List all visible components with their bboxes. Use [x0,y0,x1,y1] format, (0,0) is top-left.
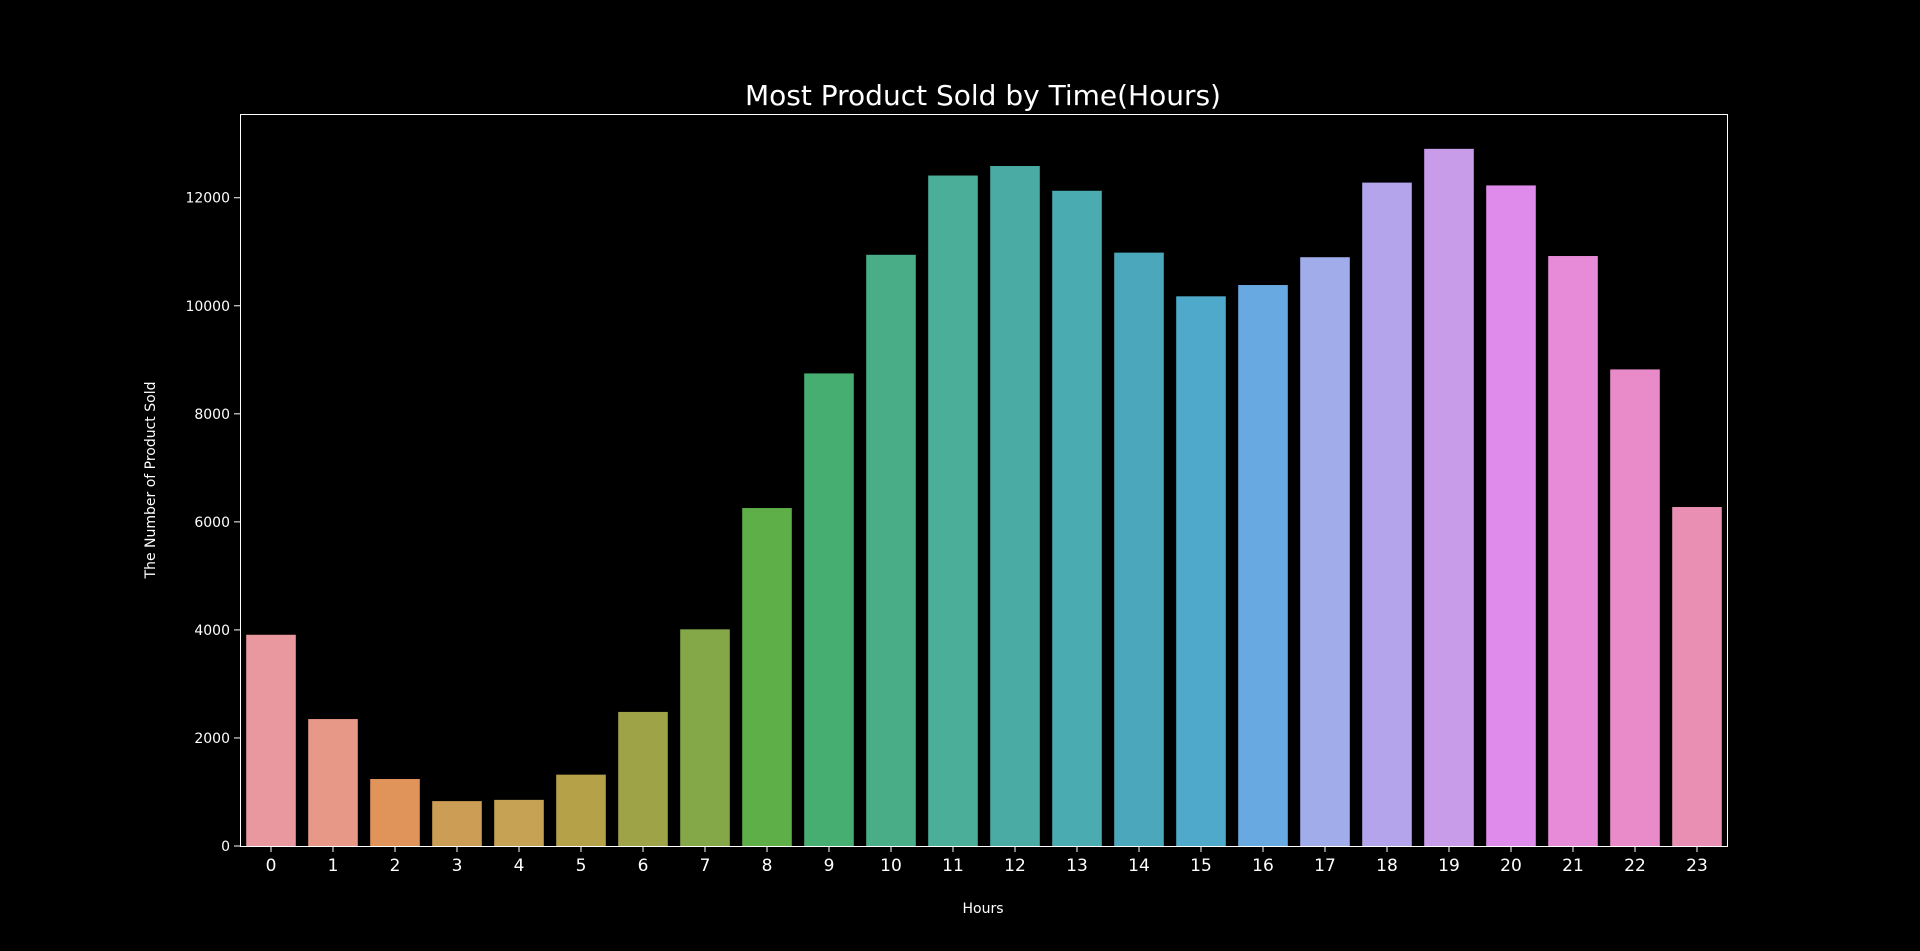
bar-hour-9 [804,373,854,846]
x-tick-label-7: 7 [700,856,711,876]
y-tick-label-2000: 2000 [194,731,230,747]
bar-hour-18 [1362,182,1412,847]
x-tick-label-17: 17 [1314,856,1336,876]
x-tick-label-4: 4 [514,856,525,876]
x-tick-label-13: 13 [1066,856,1088,876]
x-tick-label-23: 23 [1686,856,1708,876]
x-tick-label-10: 10 [880,856,902,876]
bar-hour-17 [1300,257,1350,847]
bar-hour-19 [1424,148,1474,847]
bar-hour-8 [742,508,792,846]
bar-hour-5 [556,774,606,846]
bar-hour-12 [990,166,1040,846]
x-tick-label-15: 15 [1190,856,1212,876]
x-tick-label-12: 12 [1004,856,1026,876]
bar-hour-14 [1114,252,1164,846]
x-tick-label-18: 18 [1376,856,1398,876]
bar-hour-6 [618,711,668,846]
y-tick-label-8000: 8000 [194,407,230,423]
x-tick-label-14: 14 [1128,856,1150,876]
bar-hour-3 [432,801,482,846]
plot-frame [240,114,1728,847]
chart-title: Most Product Sold by Time(Hours) [745,79,1221,112]
bar-hour-13 [1052,190,1102,846]
y-tick-label-10000: 10000 [185,299,230,315]
bar-hour-11 [928,175,978,846]
x-tick-label-22: 22 [1624,856,1646,876]
y-axis: 0 2000 4000 6000 8000 10000 12000 [185,191,240,855]
bar-hour-23 [1672,507,1722,846]
x-tick-label-3: 3 [452,856,463,876]
x-tick-label-2: 2 [390,856,401,876]
y-tick-label-6000: 6000 [194,515,230,531]
x-tick-label-5: 5 [576,856,587,876]
x-tick-label-19: 19 [1438,856,1460,876]
x-tick-label-11: 11 [942,856,964,876]
bar-hour-20 [1486,185,1536,847]
x-tick-label-16: 16 [1252,856,1274,876]
x-tick-label-8: 8 [762,856,773,876]
bar-hour-1 [308,719,358,846]
bar-hour-22 [1610,369,1660,846]
bar-hour-4 [494,799,544,846]
x-axis-label: Hours [962,901,1003,917]
bar-hour-0 [246,634,296,846]
bar-hour-16 [1238,285,1288,846]
x-tick-label-1: 1 [328,856,339,876]
bar-hour-21 [1548,256,1598,846]
x-tick-label-6: 6 [638,856,649,876]
bar-hour-10 [866,254,916,846]
x-tick-label-0: 0 [266,856,277,876]
y-tick-label-12000: 12000 [185,191,230,207]
bar-hour-7 [680,629,730,846]
y-tick-label-0: 0 [221,839,230,855]
bar-series [246,148,1722,847]
y-tick-label-4000: 4000 [194,623,230,639]
x-tick-label-9: 9 [824,856,835,876]
bar-hour-2 [370,779,420,846]
bar-hour-15 [1176,296,1226,846]
x-tick-label-20: 20 [1500,856,1522,876]
y-axis-label: The Number of Product Sold [143,382,159,580]
x-tick-label-21: 21 [1562,856,1584,876]
